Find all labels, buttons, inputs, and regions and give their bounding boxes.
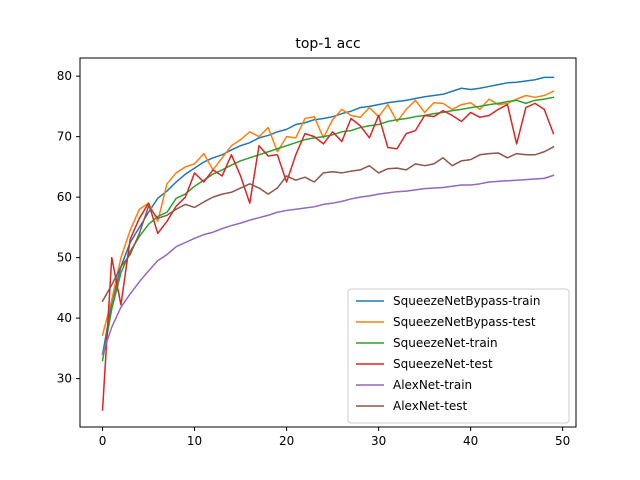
series-line-2 [101, 96, 555, 362]
x-tick-label: 30 [371, 434, 386, 448]
legend-label: AlexNet-train [393, 378, 472, 392]
legend-label: SqueezeNet-train [393, 336, 498, 350]
y-tick-label: 50 [57, 251, 72, 265]
legend-box [347, 288, 570, 424]
y-tick-label: 30 [57, 372, 72, 386]
series-line-5 [101, 145, 555, 303]
y-tick-label: 70 [57, 130, 72, 144]
y-tick-label: 80 [57, 69, 72, 83]
series-line-1 [101, 90, 555, 336]
legend: SqueezeNetBypass-train SqueezeNetBypass-t… [347, 288, 570, 424]
series-line-0 [101, 76, 555, 356]
y-axis: 30 40 50 60 70 80 [57, 69, 80, 386]
legend-label: AlexNet-test [393, 399, 468, 413]
y-tick-label: 40 [57, 311, 72, 325]
legend-label: SqueezeNetBypass-test [393, 315, 536, 329]
series-line-4 [101, 174, 555, 356]
series-layer [101, 76, 555, 411]
legend-label: SqueezeNetBypass-train [393, 294, 540, 308]
y-tick-label: 60 [57, 190, 72, 204]
x-tick-label: 50 [555, 434, 570, 448]
x-tick-label: 0 [99, 434, 107, 448]
x-tick-label: 20 [279, 434, 294, 448]
series-line-3 [101, 102, 555, 411]
legend-label: SqueezeNet-test [393, 357, 493, 371]
x-tick-label: 10 [187, 434, 202, 448]
chart-title: top-1 acc [295, 36, 360, 52]
x-axis: 0 10 20 30 40 50 [99, 427, 570, 448]
axes-frame [79, 57, 577, 428]
x-tick-label: 40 [463, 434, 478, 448]
